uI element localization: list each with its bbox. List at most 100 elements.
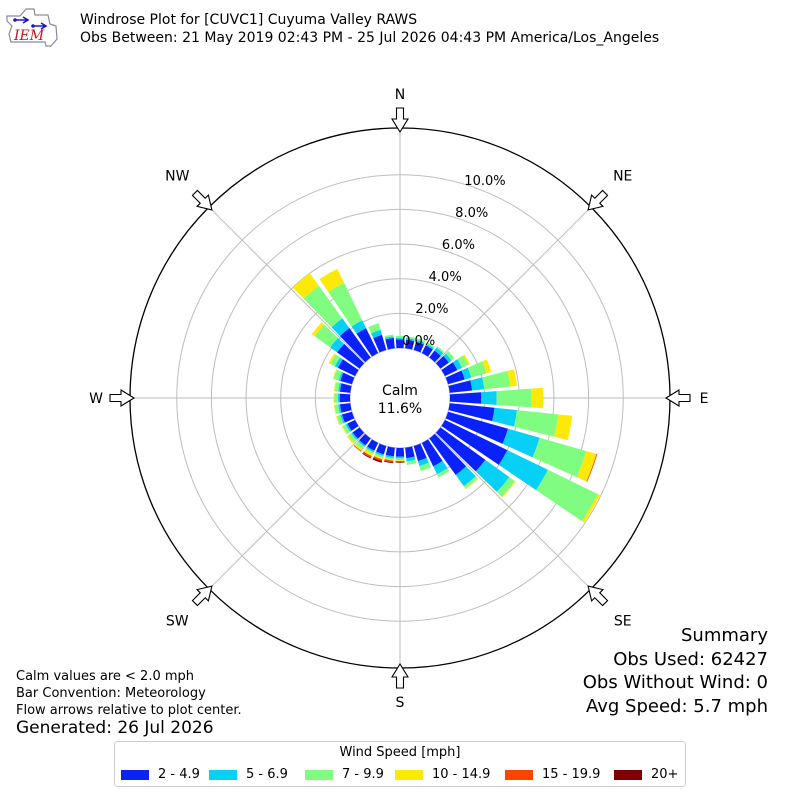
wind-bar-segment [405,446,415,459]
wind-bar-segment [416,338,426,343]
wind-bar-segment [507,369,517,387]
grid-spoke [435,206,592,363]
wind-bar-segment [445,370,465,385]
wind-bar-segment [376,443,387,455]
wind-bar-segment [406,337,415,342]
legend-item: 7 - 9.9 [305,767,384,782]
wind-bar-segment [332,369,337,380]
wind-bar-segment [384,459,394,463]
wind-bar-segment [384,460,394,464]
wind-bar-segment [336,415,341,426]
wind-bar-segment [406,336,416,340]
wind-bar-segment [445,411,509,444]
wind-bar-segment [341,411,355,423]
wind-bar-segment [330,354,340,367]
grid-spoke [208,206,365,363]
wind-bar-segment [443,353,452,363]
wind-bar-segment [328,353,336,365]
wind-bar-segment [434,347,444,356]
legend: Wind Speed [mph] 2 - 4.9 5 - 6.9 7 - 9.9… [114,741,686,787]
wind-bar-segment [351,320,367,334]
wind-bar-segment [347,419,359,431]
direction-label: S [396,695,405,711]
wind-bar-segment [532,437,587,478]
wind-bar-segment [373,334,387,353]
wind-bar-segment [395,458,405,461]
wind-bar-segment [419,462,432,472]
wind-bar-segment [395,447,405,457]
wind-bar-segment [462,354,470,365]
direction-label: E [700,391,709,407]
wind-bar-segment [339,393,351,403]
wind-bar-segment [475,459,510,492]
direction-arrow-icon [391,662,409,689]
wind-bar-segment [413,341,424,353]
wind-bar-segment [348,433,357,443]
wind-bar-segment [373,456,383,462]
radial-tick-label: 4.0% [429,270,462,285]
calm-circle [351,349,449,447]
legend-item: 5 - 6.9 [209,767,288,782]
legend-label: 5 - 6.9 [246,767,288,782]
summary-title: Summary [681,625,768,646]
wind-bar-segment [465,478,479,490]
wind-bar-segment [336,415,344,425]
wind-bar-segment [384,336,394,340]
wind-bar-segment [311,322,325,337]
wind-bar-segment [395,461,405,463]
direction-label: NW [165,168,189,184]
wind-bar-segment [448,380,473,393]
bar-convention-note: Bar Convention: Meteorology [16,686,206,701]
legend-swatch [121,769,149,780]
wind-bar-segment [586,453,598,482]
wind-bar-segment [353,445,362,452]
wind-bar-segment [365,448,374,454]
wind-bar-segment [342,424,350,434]
wind-bar-segment [482,359,492,374]
wind-bar-segment [463,476,478,489]
wind-bar-segment [433,460,448,475]
calm-value: 11.6% [378,401,422,417]
wind-bar-segment [352,427,365,439]
wind-bar-segment [340,372,355,385]
wind-bar-segment [482,371,511,390]
wind-bar-segment [470,377,485,391]
wind-bar-segment [425,343,434,350]
wind-bar-segment [514,410,559,437]
summary-box: Summary Obs Used: 62427 Obs Without Wind… [583,624,768,718]
wind-bar-segment [449,392,482,404]
wind-bar-segment [413,443,427,462]
wind-bar-segment [554,414,573,441]
legend-swatch [209,769,237,780]
wind-bar-segment [362,451,372,458]
wind-bar-segment [366,446,375,453]
wind-bar-segment [581,493,601,523]
wind-bar-segment [292,273,319,299]
avg-speed: Avg Speed: 5.7 mph [586,695,768,717]
direction-label: SW [166,614,189,630]
direction-arrow-icon [109,389,136,407]
wind-bar-segment [372,457,383,463]
wind-bar-segment [339,403,352,413]
wind-bar-segment [457,355,469,368]
wind-bar-segment [340,414,345,424]
wind-bar-segment [303,285,343,328]
wind-bar-segment [384,458,394,461]
wind-bar-segment [333,393,335,403]
legend-label: 7 - 9.9 [342,767,384,782]
direction-label: N [395,87,405,103]
radial-tick-label: 8.0% [455,206,488,221]
wind-bar-segment [536,469,598,522]
direction-arrow-icon [391,107,409,134]
wind-bar-segment [328,282,363,327]
wind-bar-segment [368,323,381,334]
legend-item: 2 - 4.9 [121,767,200,782]
legend-swatch [395,769,423,780]
wind-bar-segment [333,404,337,415]
wind-bar-segment [445,351,455,361]
wind-bar-segment [339,383,352,393]
wind-bar-segment [371,329,383,339]
legend-swatch [614,769,642,780]
obs-without-wind: Obs Without Wind: 0 [582,672,768,693]
